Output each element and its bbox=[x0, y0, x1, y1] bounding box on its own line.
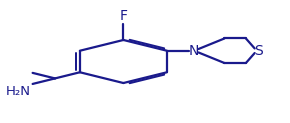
Text: N: N bbox=[189, 44, 200, 58]
Text: F: F bbox=[119, 9, 127, 23]
Text: H₂N: H₂N bbox=[6, 85, 31, 98]
Text: S: S bbox=[254, 44, 262, 58]
